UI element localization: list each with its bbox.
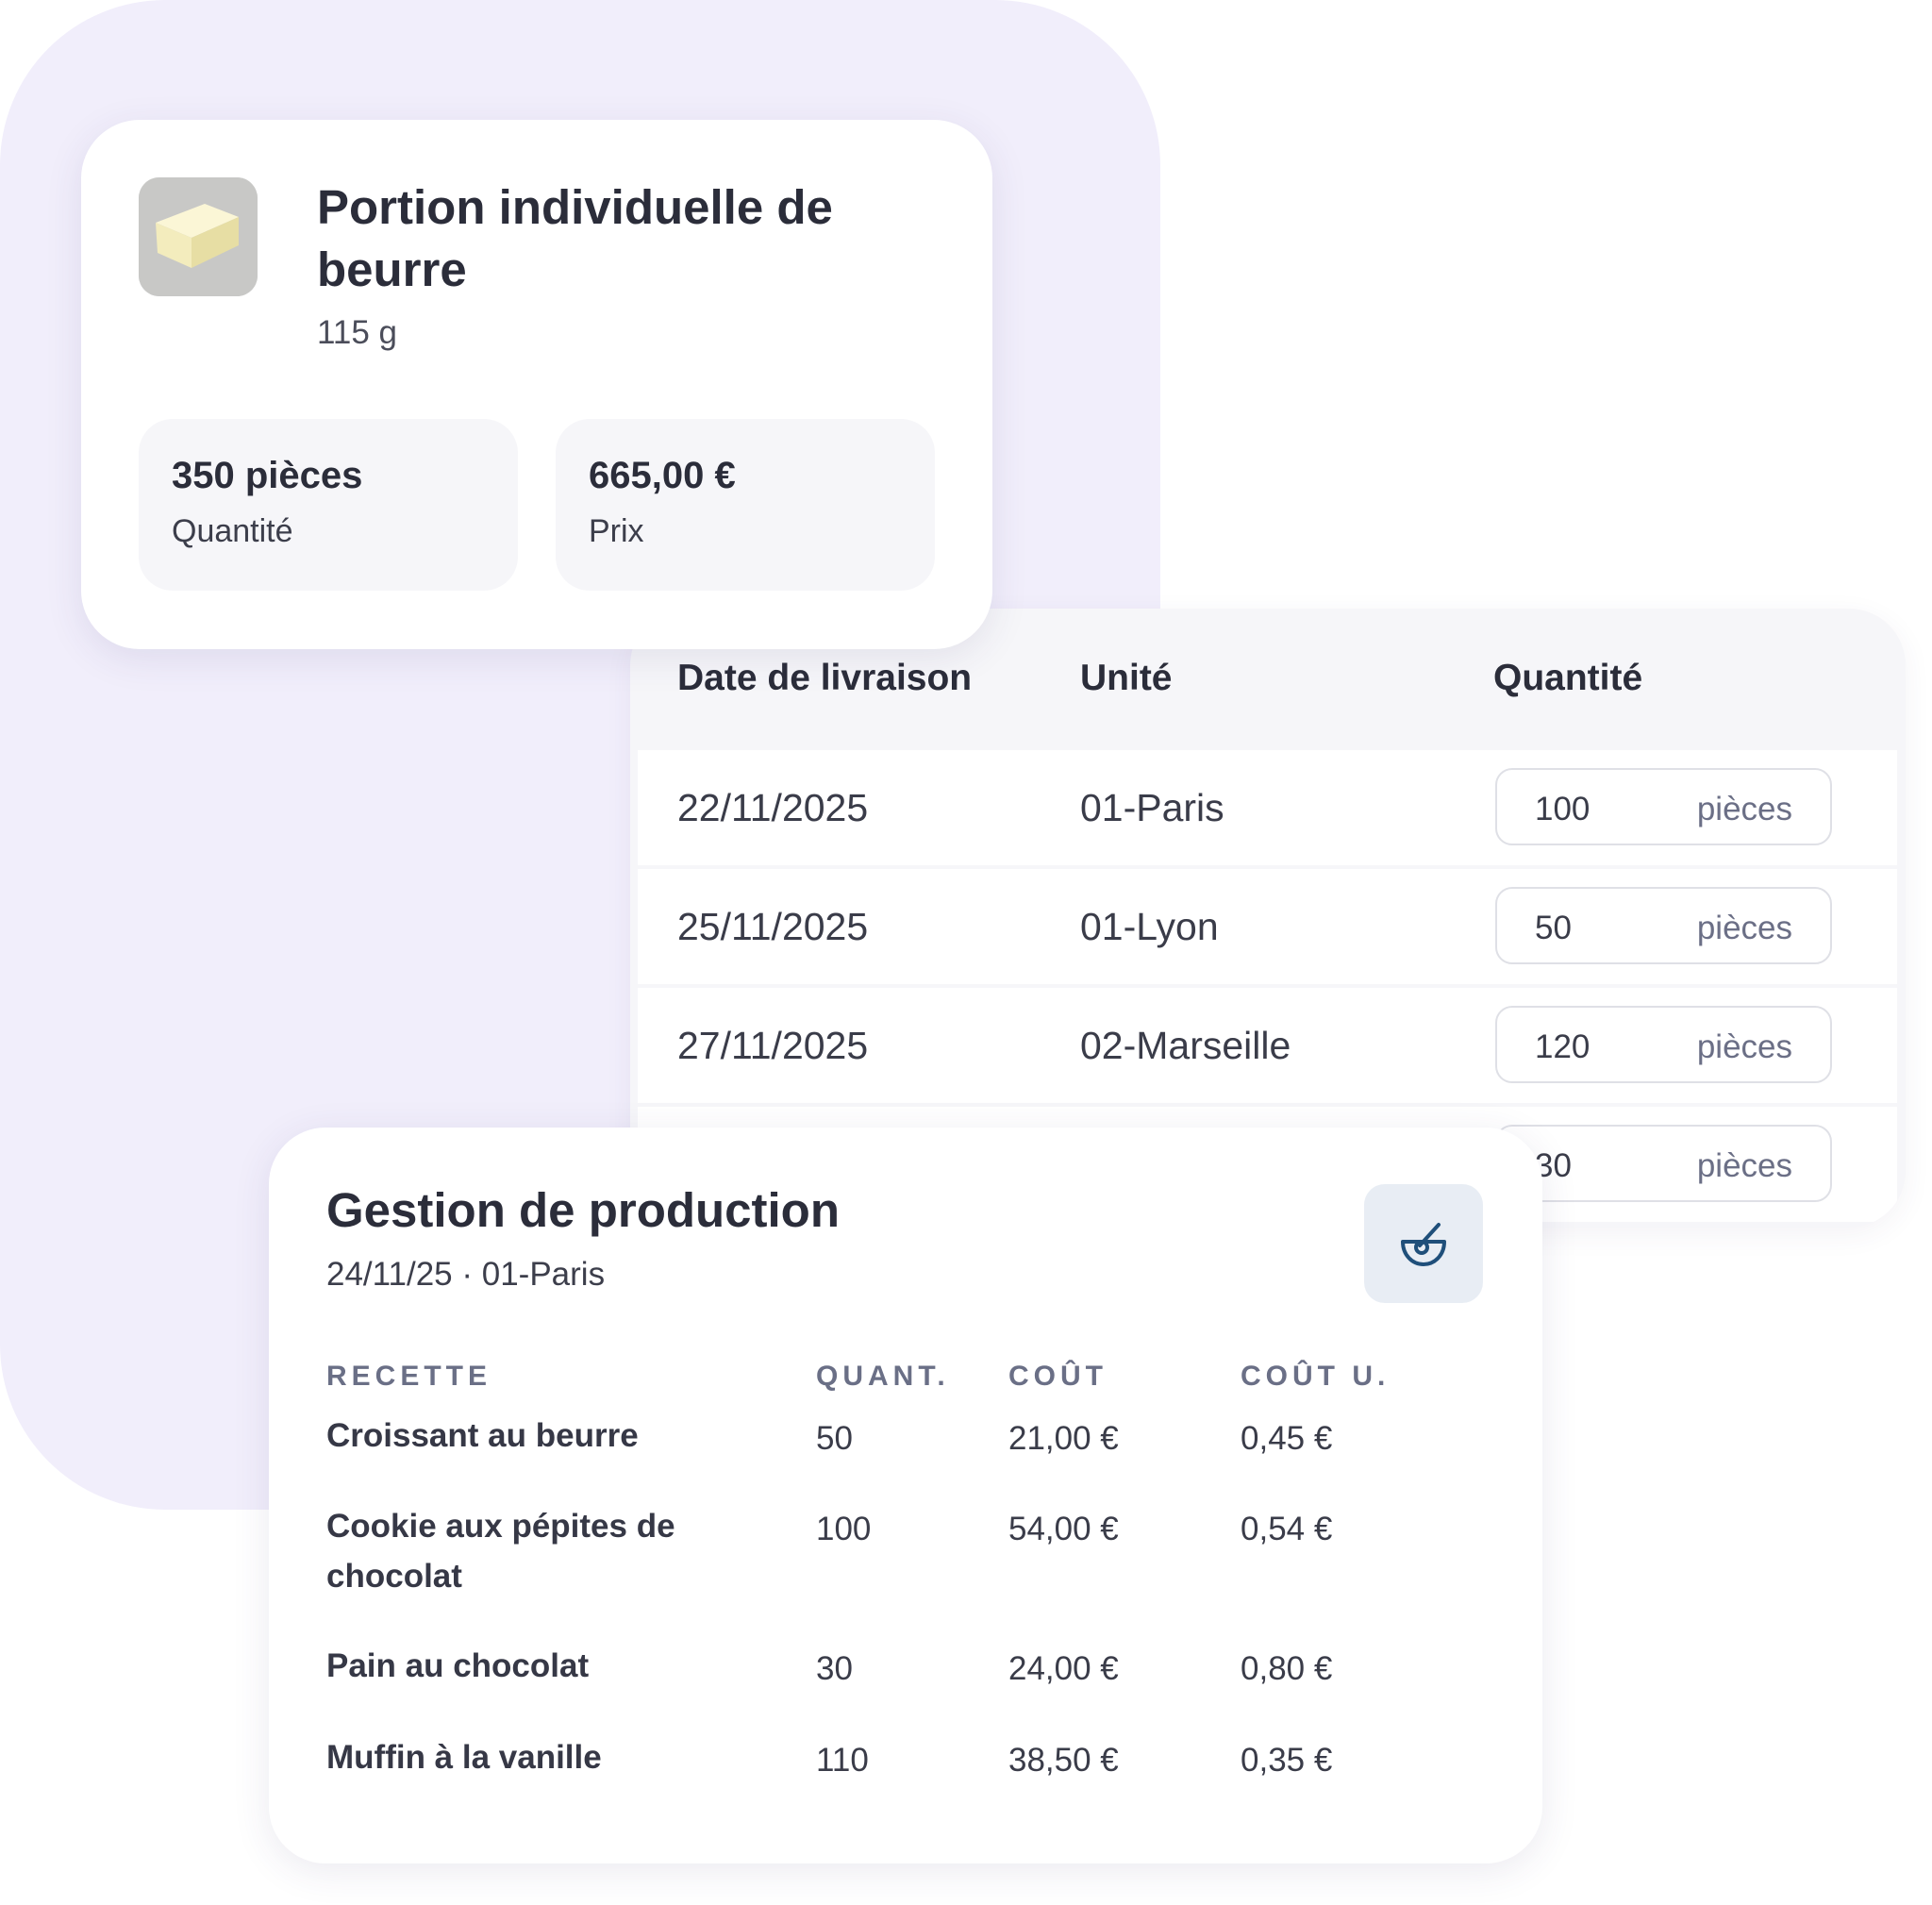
recipe-unit-cost: 0,54 € [1241,1511,1333,1547]
recipe-quantity: 30 [816,1650,853,1687]
delivery-unit: 01-Paris [1080,786,1224,829]
production-title: Gestion de production [326,1183,840,1237]
recipe-name: Croissant au beurre [326,1417,639,1454]
quantity-value: 100 [1535,791,1591,827]
recipe-quantity: 100 [816,1511,872,1547]
price-stat-value: 665,00 € [589,455,736,496]
quantity-input[interactable]: 120 pièces [1495,1006,1832,1083]
column-header-unit-cost: COÛT U. [1241,1361,1391,1392]
delivery-table-header: Date de livraison Unité Quantité [630,609,1906,750]
quantity-value: 50 [1535,910,1572,946]
recipe-name: Pain au chocolat [326,1647,590,1684]
recipe-cost: 54,00 € [1008,1511,1119,1547]
production-card: Gestion de production 24/11/25 · 01-Pari… [269,1128,1542,1863]
butter-image [139,177,258,296]
delivery-unit: 01-Lyon [1080,905,1219,948]
quantity-stat-label: Quantité [172,513,293,549]
quantity-stat: 350 pièces Quantité [139,419,518,591]
recipe-name: Cookie aux pépites de chocolat [326,1508,675,1595]
production-subtitle: 24/11/25 · 01-Paris [326,1256,606,1293]
delivery-unit: 02-Marseille [1080,1024,1291,1067]
table-row: 22/11/2025 01-Paris 100 pièces [638,750,1897,865]
column-header-quantity: QUANT. [816,1361,950,1392]
column-header-cost: COÛT [1008,1361,1108,1392]
quantity-stat-value: 350 pièces [172,455,363,496]
quantity-unit: pièces [1696,910,1792,946]
delivery-date: 27/11/2025 [677,1024,869,1067]
column-header-unit: Unité [1080,658,1173,698]
quantity-input[interactable]: 30 pièces [1495,1125,1832,1202]
quantity-input[interactable]: 50 pièces [1495,887,1832,964]
delivery-date: 22/11/2025 [677,786,869,829]
recipe-cost: 38,50 € [1008,1742,1119,1779]
column-header-quantity: Quantité [1493,658,1643,698]
column-header-recipe: RECETTE [326,1361,492,1392]
price-stat: 665,00 € Prix [556,419,935,591]
recipe-unit-cost: 0,45 € [1241,1420,1333,1457]
price-stat-label: Prix [589,513,644,549]
table-row: 25/11/2025 01-Lyon 50 pièces [638,869,1897,984]
recipe-unit-cost: 0,80 € [1241,1650,1333,1687]
product-card: Portion individuelle de beurre 115 g 350… [81,120,992,649]
recipe-quantity: 110 [816,1742,869,1779]
quantity-input[interactable]: 100 pièces [1495,768,1832,845]
column-header-date: Date de livraison [677,658,973,698]
delivery-date: 25/11/2025 [677,905,869,948]
product-weight: 115 g [317,314,397,351]
mortar-pestle-icon [1401,1223,1446,1266]
quantity-unit: pièces [1696,1147,1792,1184]
recipe-name: Muffin à la vanille [326,1739,602,1776]
quantity-unit: pièces [1696,791,1792,827]
table-row: 27/11/2025 02-Marseille 120 pièces [638,988,1897,1103]
product-title: Portion individuelle de beurre [317,180,833,296]
recipe-unit-cost: 0,35 € [1241,1742,1333,1779]
production-icon-button[interactable] [1364,1184,1483,1303]
butter-block-icon [139,177,258,296]
recipe-quantity: 50 [816,1420,853,1457]
recipe-cost: 24,00 € [1008,1650,1119,1687]
quantity-unit: pièces [1696,1028,1792,1065]
recipe-cost: 21,00 € [1008,1420,1119,1457]
quantity-value: 120 [1535,1028,1591,1065]
